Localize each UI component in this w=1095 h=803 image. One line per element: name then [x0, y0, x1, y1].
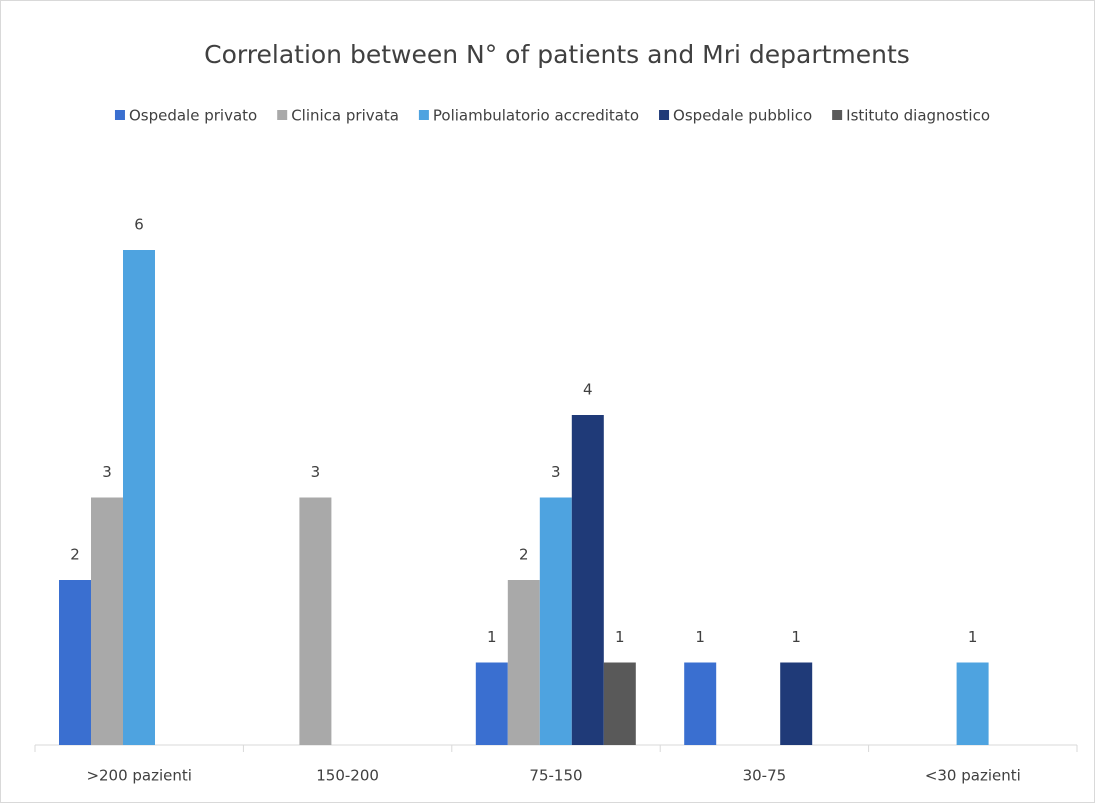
x-tick-label: >200 pazienti — [86, 767, 192, 785]
legend-swatch — [277, 110, 288, 120]
legend-swatch — [659, 110, 670, 120]
legend-label: Istituto diagnostico — [846, 107, 990, 125]
bar — [507, 580, 540, 745]
bar — [603, 662, 636, 745]
legend-swatch — [832, 110, 843, 120]
data-label: 1 — [695, 628, 705, 646]
x-tick-label: <30 pazienti — [925, 767, 1021, 785]
bar — [299, 497, 332, 745]
data-label: 6 — [134, 216, 144, 234]
bar — [956, 662, 989, 745]
legend-label: Poliambulatorio accreditato — [433, 107, 639, 125]
bar — [539, 497, 572, 745]
data-label: 3 — [551, 463, 561, 481]
bar — [684, 662, 717, 745]
legend-label: Clinica privata — [291, 107, 399, 125]
x-tick-label: 75-150 — [529, 767, 582, 785]
data-label: 3 — [102, 463, 112, 481]
data-label: 1 — [968, 628, 978, 646]
data-label: 1 — [487, 628, 497, 646]
x-tick-label: 30-75 — [743, 767, 787, 785]
bar — [91, 497, 123, 745]
legend-swatch — [418, 110, 429, 120]
bar — [475, 662, 508, 745]
chart-title: Correlation between N° of patients and M… — [204, 40, 910, 69]
legend-label: Ospedale privato — [129, 107, 257, 125]
data-label: 1 — [791, 628, 801, 646]
bar — [59, 580, 91, 745]
legend-swatch — [114, 110, 125, 120]
bar — [780, 662, 813, 745]
data-label: 1 — [615, 628, 625, 646]
bar — [123, 250, 155, 745]
data-label: 2 — [519, 546, 529, 564]
legend-label: Ospedale pubblico — [673, 107, 812, 125]
data-label: 3 — [311, 463, 321, 481]
data-label: 2 — [70, 546, 80, 564]
data-label: 4 — [583, 381, 593, 399]
bar — [571, 415, 604, 745]
x-tick-label: 150-200 — [316, 767, 379, 785]
